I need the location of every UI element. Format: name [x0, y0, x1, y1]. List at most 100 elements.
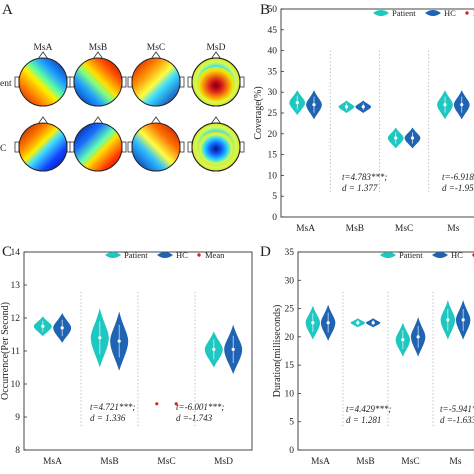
x-tick-label: MsA: [43, 457, 62, 467]
legend-label: HC: [444, 8, 456, 18]
duration-chart: t=4.429***;d = 1.281 t=-5.941*d =-1.633 Pa…: [272, 248, 474, 467]
topomap-nose: [150, 116, 162, 125]
topomap-column-label: MsA: [33, 43, 52, 53]
topomap-ear-right: [179, 141, 185, 153]
y-tick-label: 11: [11, 347, 20, 357]
y-tick-label: 10: [268, 171, 278, 181]
y-tick-label: 35: [285, 248, 295, 258]
legend-swatch-patient: [380, 252, 396, 258]
legend-swatch-patient: [373, 10, 389, 16]
topomap-row-label: C: [0, 144, 6, 154]
y-tick-label: 10: [285, 389, 295, 399]
topomap-ear-left: [127, 141, 133, 153]
median-point: [344, 105, 349, 109]
panel-b: B t=4.783***;d = 1.377 t=-6.918*d =-1.958…: [253, 2, 474, 234]
legend-swatch-hc: [432, 252, 448, 258]
legend-label: HC: [176, 250, 188, 260]
median-point: [212, 347, 216, 351]
y-tick-label: 25: [268, 109, 278, 119]
y-tick-label: 45: [268, 26, 278, 36]
y-tick-label: 50: [268, 5, 278, 15]
median-point: [460, 103, 464, 107]
y-tick-label: 13: [11, 281, 21, 291]
y-tick-label: 30: [268, 88, 278, 98]
legend-swatch-hc: [425, 10, 441, 16]
topomap-column-label: MsB: [89, 43, 107, 53]
x-tick-label: MsC: [157, 457, 175, 467]
median-point: [446, 318, 450, 322]
topomap-ear-right: [179, 76, 185, 88]
y-tick-label: 40: [268, 47, 278, 57]
topomap-ear-left: [69, 141, 75, 153]
median-point: [41, 324, 45, 328]
legend-label: Patient: [124, 250, 148, 260]
median-point: [394, 136, 398, 140]
y-tick-label: 14: [11, 248, 21, 258]
topomap-nose: [210, 116, 222, 125]
topomap-nose: [92, 51, 104, 60]
panel-b-letter: B: [260, 2, 270, 18]
topomap-ear-right: [121, 141, 127, 153]
y-tick-label: 10: [11, 380, 21, 390]
stat-t-value: t=4.721***;: [90, 402, 135, 412]
topomap-nose: [92, 116, 104, 125]
plot-clip: t=4.783***;d = 1.377 t=-6.918*d =-1.958 Pa…: [280, 8, 474, 218]
y-tick-label: 5: [272, 192, 277, 202]
y-tick-label: 20: [285, 333, 295, 343]
legend-label: Patient: [399, 250, 423, 260]
x-tick-label: MsC: [395, 224, 413, 234]
median-point: [231, 347, 235, 351]
stat-t-value: t=-6.918*: [442, 172, 474, 182]
topomap-head: [73, 122, 123, 172]
x-tick-label: MsB: [346, 224, 364, 234]
topomap-head: [18, 122, 68, 172]
plot-clip: t=4.429***;d = 1.281 t=-5.941*d =-1.633 Pa…: [297, 250, 474, 451]
x-tick-label: MsB: [356, 457, 374, 467]
topomap-outline: [191, 122, 241, 172]
stat-t-value: t=4.429***;: [346, 404, 391, 414]
median-point: [98, 336, 102, 340]
stat-effect-size: d = 1.336: [90, 413, 126, 423]
legend-swatch-mean: [465, 11, 469, 15]
y-tick-label: 0: [272, 213, 277, 223]
x-tick-label: MsD: [214, 457, 233, 467]
topomap-nose: [210, 51, 222, 60]
topomap-nose: [37, 116, 49, 125]
topomap-head: [73, 57, 123, 107]
x-tick-label: MsB: [100, 457, 118, 467]
median-point: [356, 321, 360, 325]
topomap-column-label: MsC: [147, 43, 165, 53]
legend-label: Patient: [392, 8, 416, 18]
stat-effect-size: d =-1.958: [442, 183, 474, 193]
median-point: [60, 326, 64, 330]
topomap-outline: [191, 57, 241, 107]
stat-effect-size: d =-1.743: [176, 413, 213, 423]
topomap-core: [197, 131, 235, 167]
stat-t-value: t=4.783***;: [342, 172, 387, 182]
coverage-chart: t=4.783***;d = 1.377 t=-6.918*d =-1.958 Pa…: [253, 5, 474, 234]
panel-a: A MsA MsB MsC MsD ent C: [0, 2, 245, 172]
median-point: [416, 335, 420, 339]
stat-effect-size: d = 1.281: [346, 415, 381, 425]
legend-swatch-mean: [197, 253, 201, 257]
median-point: [410, 136, 415, 140]
y-tick-label: 15: [285, 361, 295, 371]
median-point: [311, 321, 315, 325]
topomap-row-label: ent: [0, 79, 12, 89]
y-tick-label: 15: [268, 151, 278, 161]
topomap-ear-left: [14, 141, 20, 153]
topomap-column-label: MsD: [206, 43, 225, 53]
topomap-ear-right: [239, 141, 245, 153]
y-tick-label: 12: [11, 314, 21, 324]
topomap-ear-left: [187, 141, 193, 153]
topomap-head: [18, 57, 68, 107]
topomap-ear-right: [121, 76, 127, 88]
panel-a-letter: A: [2, 2, 13, 18]
y-tick-label: 30: [285, 276, 295, 286]
y-tick-label: 9: [15, 413, 20, 423]
y-axis-label: Duration(milliseconds): [272, 305, 283, 398]
topomap-nose: [150, 51, 162, 60]
median-point: [461, 318, 465, 322]
